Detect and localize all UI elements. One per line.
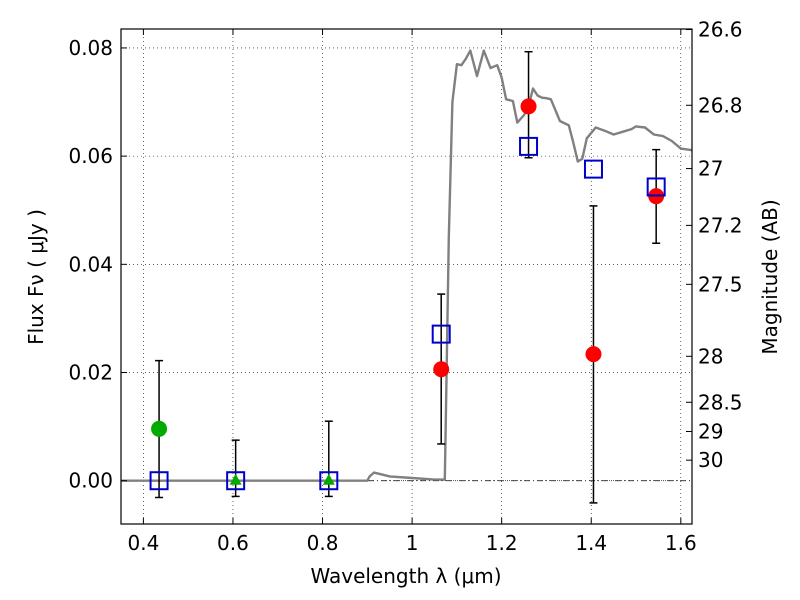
y-axis-label: Flux Fν ( μJy ) — [24, 209, 48, 345]
right-tick-label: 29 — [698, 419, 723, 443]
right-tick-label: 28.5 — [698, 390, 743, 414]
y-tick-label: 0.06 — [68, 144, 113, 168]
model-photometry-point — [149, 471, 169, 491]
model-photometry-point — [226, 471, 246, 491]
plot-frame — [120, 28, 693, 525]
y-tick-label: 0.04 — [68, 252, 113, 276]
model-photometry-point — [319, 471, 339, 491]
y-tick-label: 0.08 — [68, 36, 113, 60]
data-points — [149, 98, 666, 491]
right-tick-label: 27 — [698, 157, 723, 181]
x-tick-label: 0.8 — [307, 531, 339, 555]
observed-point — [585, 346, 602, 363]
observed-point — [433, 361, 450, 378]
right-tick-label: 27.5 — [698, 272, 743, 296]
observed-point — [520, 98, 537, 115]
x-axis-ticks: 0.4 0.6 0.8 1 1.2 1.4 1.6 — [127, 29, 697, 555]
model-spectrum-line — [121, 49, 693, 482]
y-tick-label: 0.00 — [68, 469, 113, 493]
x-tick-label: 1.6 — [665, 531, 697, 555]
model-photometry-point — [519, 136, 539, 156]
right-tick-label: 28 — [698, 344, 723, 368]
right-tick-label: 27.2 — [698, 213, 743, 237]
y-tick-label: 0.02 — [68, 361, 113, 385]
x-tick-label: 1 — [406, 531, 419, 555]
model-photometry-point — [583, 159, 603, 179]
grid — [121, 29, 692, 524]
y-axis-ticks: 0.00 0.02 0.04 0.06 0.08 — [68, 36, 127, 493]
x-tick-label: 0.6 — [217, 531, 249, 555]
error-bars — [155, 50, 661, 504]
x-tick-label: 1.2 — [486, 531, 518, 555]
x-tick-label: 0.4 — [127, 531, 159, 555]
right-axis-ticks: 26.6 26.8 27 27.2 27.5 28 28.5 29 30 — [686, 18, 743, 472]
upper-limit-point — [151, 420, 168, 437]
right-tick-label: 26.8 — [698, 93, 743, 117]
upper-limit-point — [322, 473, 335, 485]
model-spectrum — [121, 49, 693, 482]
x-axis-label: Wavelength λ (μm) — [310, 564, 501, 588]
x-tick-label: 1.4 — [575, 531, 607, 555]
right-tick-label: 26.6 — [698, 18, 743, 42]
right-tick-label: 30 — [698, 448, 723, 472]
right-axis-label: Magnitude (AB) — [758, 199, 782, 354]
upper-limit-point — [229, 473, 242, 485]
model-photometry-point — [431, 324, 451, 344]
model-photometry-point — [646, 177, 666, 197]
